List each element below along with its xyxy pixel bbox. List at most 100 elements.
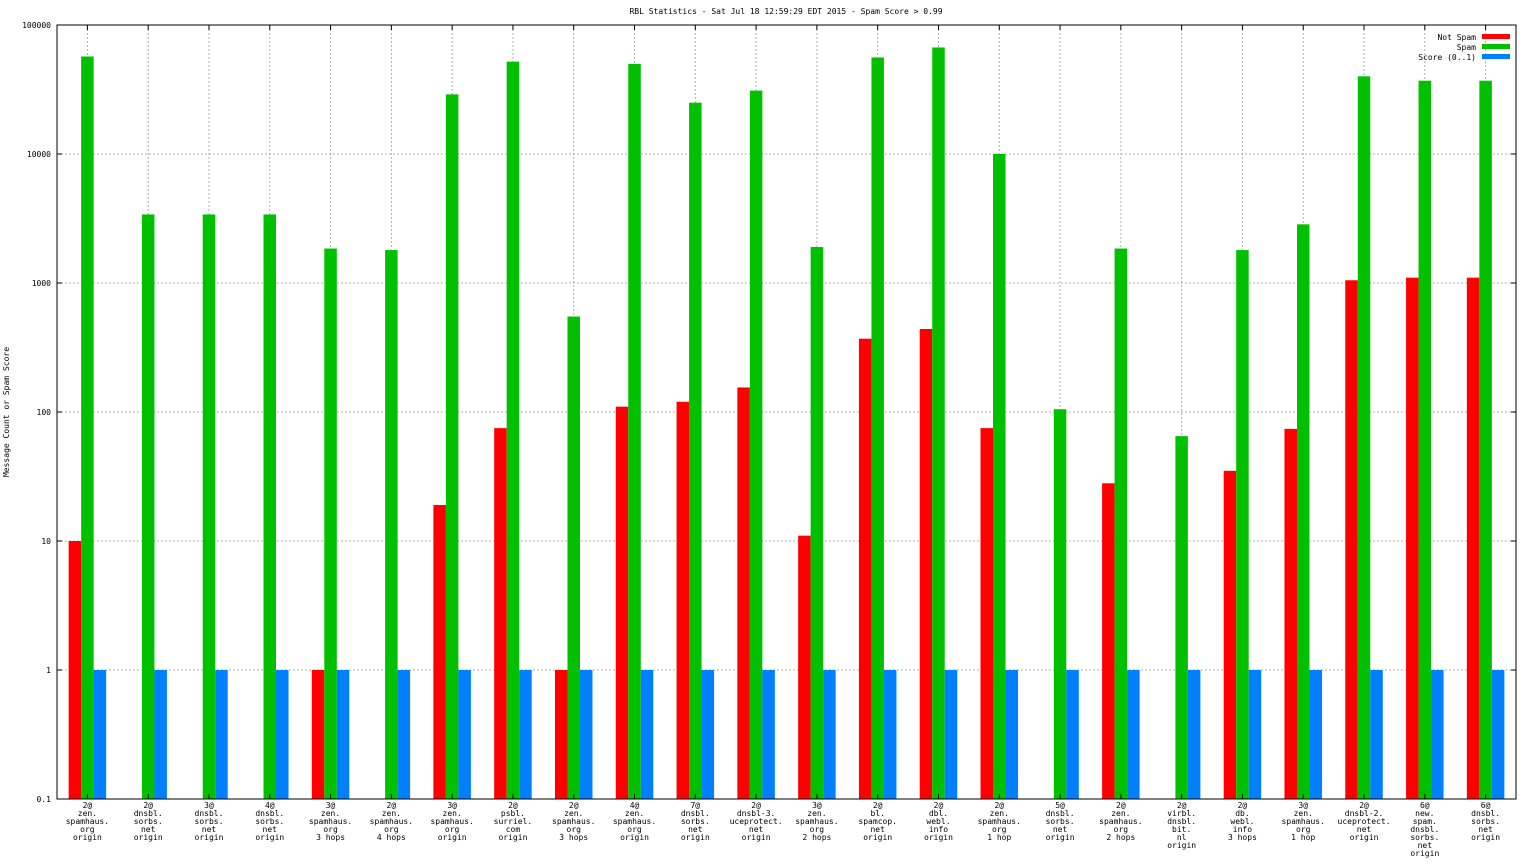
x-tick-label-line: org (627, 825, 642, 834)
x-tick-label-line: 4@ (265, 801, 275, 810)
x-tick-label-line: org (567, 825, 582, 834)
bar-score (1309, 670, 1322, 799)
x-tick-label: 2@ db. webl. info 3 hops (1228, 801, 1257, 842)
bar-not-spam (858, 338, 872, 799)
bar-not-spam (1406, 277, 1419, 799)
y-tick-label: 10000 (27, 150, 51, 159)
x-tick-label-line: 2@ (751, 801, 761, 810)
x-tick-label-line: zen. (625, 809, 644, 818)
x-tick-label: 3@ zen. spamhaus. org 2 hops (795, 801, 838, 842)
x-tick-label: 3@ zen. spamhaus. org 3 hops (309, 801, 352, 842)
x-tick-label-line: info (1233, 825, 1252, 834)
bar-not-spam (737, 387, 750, 799)
bar-score (1005, 670, 1019, 799)
x-tick-label-line: 2@ (873, 801, 883, 810)
bar-not-spam (615, 406, 629, 799)
x-tick-label-line: 5@ (1055, 801, 1065, 810)
x-tick-label-line: sorbs. (681, 817, 710, 826)
x-tick-label-line: dnsbl. (255, 809, 284, 818)
x-tick-label-line: sorbs. (134, 817, 163, 826)
x-tick-label-line: webl. (926, 817, 950, 826)
x-tick-label-line: 2@ (1177, 801, 1187, 810)
x-tick-label-line: origin (438, 833, 467, 842)
y-tick-label: 100000 (22, 21, 51, 30)
x-tick-label: 3@ zen. spamhaus. org 1 hop (1282, 801, 1325, 842)
x-tick-label-line: webl. (1230, 817, 1254, 826)
bar-not-spam (676, 401, 690, 799)
plot-frame (56, 24, 1517, 800)
x-tick-label-line: spamhaus. (1099, 817, 1142, 826)
x-tick-label: 2@ bl. spamcop. net origin (858, 801, 897, 842)
x-tick-label-line: sorbs. (1410, 833, 1439, 842)
x-tick-label-line: bl. (870, 809, 884, 818)
x-tick-label: 3@ zen. spamhaus. org origin (430, 801, 473, 842)
x-tick-label-line: origin (620, 833, 649, 842)
x-tick-label-line: dnsbl-3. (737, 809, 776, 818)
bar-score (1431, 670, 1444, 799)
x-tick-label-line: org (80, 825, 95, 834)
x-tick-label-line: dnsbl. (1167, 817, 1196, 826)
x-tick-label-line: sorbs. (1046, 817, 1075, 826)
bar-score (701, 670, 715, 799)
bar-spam (1479, 80, 1492, 800)
x-tick-label-line: sorbs. (1471, 817, 1500, 826)
x-tick-label-line: net (688, 825, 703, 834)
x-tick-label-line: dbl. (929, 809, 948, 818)
x-tick-label-line: origin (195, 833, 224, 842)
x-tick-label-line: org (445, 825, 460, 834)
x-tick-label-line: zen. (990, 809, 1009, 818)
x-tick-label-line: zen. (564, 809, 583, 818)
x-tick-label: 3@ dnsbl. sorbs. net origin (195, 801, 224, 842)
chart-title: RBL Statistics - Sat Jul 18 12:59:29 EDT… (629, 7, 942, 16)
bar-spam (445, 94, 459, 800)
x-tick-label-line: 1 hop (987, 833, 1011, 842)
x-tick-label: 4@ zen. spamhaus. org origin (613, 801, 656, 842)
x-tick-label-line: virbl. (1167, 809, 1196, 818)
bar-score (1370, 670, 1383, 799)
x-tick-label-line: origin (1350, 833, 1379, 842)
x-tick-label: 7@ dnsbl. sorbs. net origin (681, 801, 710, 842)
x-tick-label: 2@ zen. spamhaus. org 2 hops (1099, 801, 1142, 842)
bar-score (154, 670, 167, 799)
bar-spam (871, 57, 884, 799)
x-tick-label-line: 2@ (934, 801, 944, 810)
bar-spam (689, 102, 702, 799)
x-tick-label-line: 3 hops (1228, 833, 1257, 842)
bar-not-spam (980, 428, 994, 799)
x-tick-label-line: spamhaus. (552, 817, 595, 826)
x-tick-label-line: 2@ (508, 801, 518, 810)
bar-spam (141, 214, 155, 800)
x-tick-label-line: spam. (1413, 817, 1437, 826)
x-tick-label-line: sorbs. (195, 817, 224, 826)
x-tick-label-line: spamhaus. (66, 817, 109, 826)
x-tick-label-line: info (929, 825, 948, 834)
x-tick-label-line: origin (1046, 833, 1075, 842)
x-tick-label-line: uceprotect. (730, 817, 783, 826)
x-tick-label-line: dnsbl-2. (1345, 809, 1384, 818)
x-tick-label-line: 2@ (143, 801, 153, 810)
bar-spam (506, 61, 520, 800)
bar-score (1491, 670, 1505, 799)
x-tick-label-line: 7@ (690, 801, 700, 810)
x-tick-label-line: origin (73, 833, 102, 842)
x-tick-label: 2@ zen. spamhaus. org 1 hop (978, 801, 1021, 842)
x-tick-label-line: net (1053, 825, 1068, 834)
x-tick-label-line: net (1418, 841, 1433, 850)
x-tick-label-line: 2@ (83, 801, 93, 810)
bar-spam (749, 90, 763, 800)
x-tick-label-line: 2@ (569, 801, 579, 810)
bar-spam (1236, 250, 1249, 800)
x-tick-label-line: spamhaus. (613, 817, 656, 826)
x-tick-label-line: 3 hops (316, 833, 345, 842)
x-tick-label-line: net (749, 825, 764, 834)
x-tick-label: 2@ dnsbl. sorbs. net origin (134, 801, 163, 842)
x-tick-label-line: 6@ (1481, 801, 1491, 810)
bar-not-spam (1102, 483, 1115, 799)
x-tick-label-line: net (1357, 825, 1372, 834)
x-tick-label-line: origin (255, 833, 284, 842)
bar-score (397, 670, 411, 799)
x-tick-label-line: org (1114, 825, 1129, 834)
x-tick-label-line: zen. (1294, 809, 1313, 818)
bar-spam (385, 250, 398, 800)
